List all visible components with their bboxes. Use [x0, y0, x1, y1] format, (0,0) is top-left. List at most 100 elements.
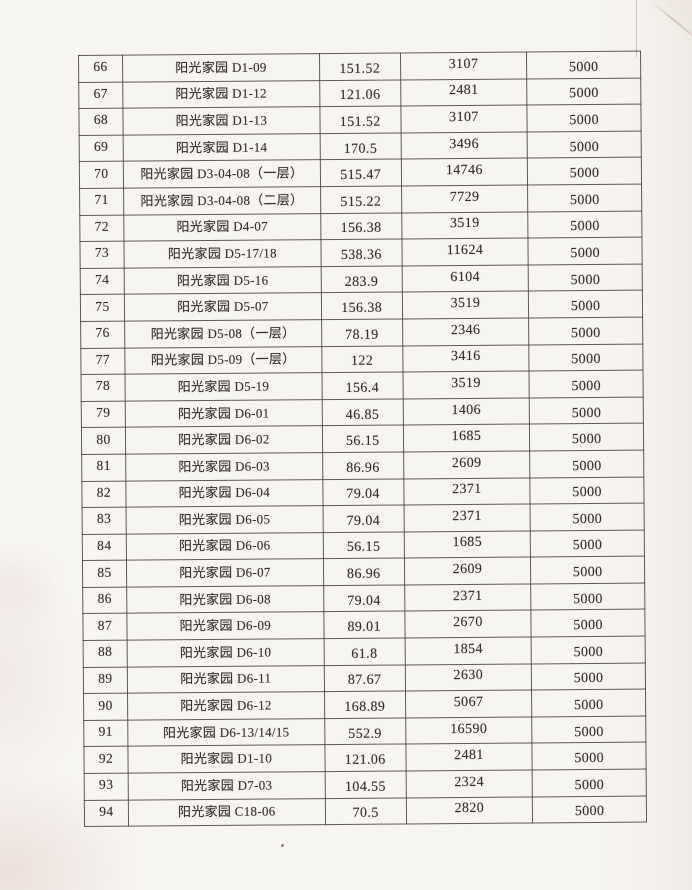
- area-cell: 515.47: [320, 159, 402, 187]
- deposit-cell: 5000: [530, 556, 645, 584]
- amount-cell: 2371: [404, 583, 532, 612]
- area-cell-text: 56.15: [346, 540, 381, 556]
- area-cell-text: 79.04: [346, 513, 381, 529]
- deposit-cell: 5000: [529, 396, 644, 425]
- area-cell: 156.4: [321, 372, 403, 400]
- area-cell-text: 170.5: [343, 141, 378, 157]
- area-cell: 121.06: [319, 79, 401, 107]
- deposit-cell: 5000: [529, 343, 643, 372]
- property-name-cell-text: 阳光家园 D3-04-08（一层）: [140, 165, 304, 182]
- row-number-cell: 81: [81, 454, 126, 481]
- property-name-cell-text: 阳光家园 D6-02: [178, 431, 270, 448]
- amount-cell: 2324: [405, 769, 533, 798]
- amount-cell: 2481: [400, 78, 528, 107]
- deposit-cell-text: 5000: [573, 618, 603, 634]
- row-number-cell: 71: [79, 188, 124, 216]
- row-number-cell-text: 86: [97, 590, 112, 607]
- amount-cell: 11624: [401, 238, 529, 266]
- fee-table-grid: 66 阳光家园 D1-09 151.52 3107 5000 67 阳光家园 D1-12 12…: [78, 50, 648, 828]
- property-name-cell: 阳光家园 D1-09: [122, 53, 320, 82]
- row-number-cell-text: 67: [93, 85, 108, 101]
- area-cell-text: 151.52: [339, 114, 381, 130]
- property-name-cell-text: 阳光家园 D6-04: [178, 484, 271, 501]
- row-number-cell: 92: [83, 746, 129, 774]
- property-name-cell: 阳光家园 D6-02: [125, 425, 323, 455]
- area-cell-text: 89.01: [347, 619, 382, 636]
- property-name-cell: 阳光家园 D6-09: [126, 612, 324, 641]
- deposit-cell: 5000: [531, 636, 646, 664]
- deposit-cell-text: 5000: [571, 405, 602, 421]
- property-name-cell: 阳光家园 D6-06: [126, 532, 324, 561]
- property-name-cell: 阳光家园 D6-04: [125, 479, 323, 508]
- scan-speck: [281, 844, 284, 847]
- amount-cell-text: 3496: [449, 136, 480, 152]
- area-cell: 70.5: [325, 797, 407, 825]
- area-cell: 87.67: [324, 664, 406, 692]
- deposit-cell-text: 5000: [572, 485, 602, 501]
- row-number-cell: 73: [79, 241, 125, 269]
- row-number-cell: 79: [81, 400, 126, 428]
- property-name-cell: 阳光家园 D5-08（一层）: [124, 319, 322, 348]
- deposit-cell: 5000: [531, 689, 646, 717]
- page-crease-line: [636, 0, 637, 57]
- row-number-cell: 77: [80, 347, 125, 375]
- amount-cell-text: 6104: [450, 269, 481, 285]
- property-name-cell: 阳光家园 D7-03: [128, 771, 326, 800]
- deposit-cell-text: 5000: [569, 112, 600, 129]
- row-number-cell: 85: [82, 560, 127, 588]
- amount-cell-text: 7729: [449, 189, 480, 205]
- deposit-cell: 5000: [528, 210, 642, 239]
- deposit-cell-text: 5000: [570, 299, 601, 315]
- property-name-cell: 阳光家园 D1-10: [127, 745, 325, 774]
- area-cell-text: 156.4: [345, 380, 380, 396]
- property-name-cell: 阳光家园 D1-13: [122, 106, 320, 135]
- area-cell: 104.55: [324, 770, 406, 799]
- property-name-cell-text: 阳光家园 D1-13: [175, 112, 268, 129]
- deposit-cell: 5000: [529, 449, 644, 478]
- amount-cell: 3107: [400, 51, 527, 80]
- amount-cell: 3107: [400, 105, 528, 133]
- amount-cell-text: 11624: [446, 242, 484, 259]
- area-cell-text: 86.96: [346, 566, 381, 582]
- row-number-cell: 94: [84, 799, 129, 827]
- property-name-cell-text: 阳光家园 D7-03: [180, 777, 273, 794]
- row-number-cell: 76: [80, 321, 125, 349]
- row-number-cell-text: 72: [94, 218, 109, 234]
- area-cell: 121.06: [324, 744, 406, 772]
- row-number-cell-text: 70: [94, 165, 109, 181]
- area-cell-text: 121.06: [344, 752, 386, 769]
- row-number-cell-text: 68: [93, 112, 109, 128]
- amount-cell-text: 2371: [452, 588, 483, 604]
- row-number-cell: 93: [84, 773, 129, 801]
- amount-cell: 3416: [402, 344, 530, 373]
- amount-cell-text: 3416: [450, 349, 481, 365]
- amount-cell-text: 2481: [448, 83, 479, 99]
- property-name-cell: 阳光家园 D4-07: [123, 213, 321, 242]
- property-name-cell: 阳光家园 D6-01: [125, 399, 323, 428]
- row-number-cell-text: 76: [95, 324, 110, 341]
- deposit-cell: 5000: [532, 769, 647, 797]
- area-cell-text: 538.36: [340, 247, 382, 263]
- amount-cell: 7729: [401, 184, 529, 213]
- area-cell-text: 552.9: [348, 726, 382, 742]
- deposit-cell-text: 5000: [574, 804, 605, 820]
- area-cell-text: 104.55: [344, 779, 386, 795]
- area-cell-text: 87.67: [347, 673, 382, 689]
- row-number-cell: 84: [82, 533, 127, 561]
- row-number-cell: 86: [82, 587, 127, 614]
- area-cell: 79.04: [322, 505, 404, 533]
- deposit-cell: 5000: [528, 237, 643, 265]
- fee-table: 66 阳光家园 D1-09 151.52 3107 5000 67 阳光家园 D1-12 12…: [78, 50, 648, 828]
- area-cell-text: 86.96: [346, 460, 380, 476]
- deposit-cell-text: 5000: [573, 591, 603, 607]
- deposit-cell-text: 5000: [572, 564, 603, 581]
- deposit-cell-text: 5000: [574, 724, 604, 740]
- row-number-cell: 78: [81, 374, 126, 402]
- row-number-cell-text: 77: [95, 351, 111, 367]
- deposit-cell: 5000: [527, 184, 642, 212]
- property-name-cell-text: 阳光家园 D1-10: [180, 750, 273, 767]
- row-number-cell-text: 78: [95, 378, 111, 394]
- amount-cell-text: 1685: [452, 535, 483, 551]
- property-name-cell-text: 阳光家园 D5-08（一层）: [150, 325, 296, 342]
- property-name-cell: 阳光家园 D6-12: [127, 691, 325, 720]
